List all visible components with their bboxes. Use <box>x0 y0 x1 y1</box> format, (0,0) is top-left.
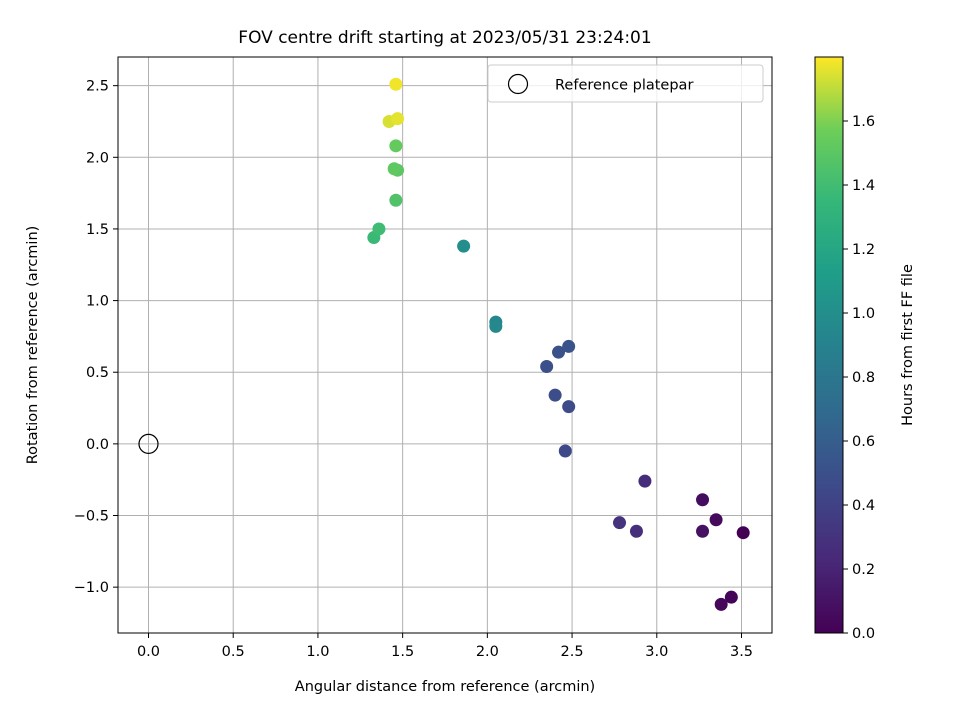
x-tick-label: 1.5 <box>391 644 414 660</box>
reference-marker <box>138 433 159 454</box>
x-tick-label: 0.5 <box>222 644 245 660</box>
colorbar-label: Hours from first FF file <box>900 264 916 426</box>
data-point <box>696 524 710 538</box>
colorbar-tick-label: 1.4 <box>852 178 875 194</box>
colorbar-gradient <box>814 56 844 634</box>
y-tick-label: −1.0 <box>74 580 109 596</box>
data-point <box>389 77 403 91</box>
y-tick-label: 0.5 <box>86 365 109 381</box>
data-point <box>389 193 403 207</box>
colorbar-ticks: 0.0 0.2 0.4 0.6 0.8 1.0 1.2 1.4 1.6 <box>843 114 875 642</box>
legend-label: Reference platepar <box>555 78 693 94</box>
x-tick-label: 2.0 <box>476 644 499 660</box>
data-point <box>562 400 576 414</box>
data-point <box>389 139 403 153</box>
data-points <box>367 77 750 611</box>
x-axis-label: Angular distance from reference (arcmin) <box>295 679 595 695</box>
grid-lines <box>118 57 772 633</box>
x-axis-ticks: 0.0 0.5 1.0 1.5 2.0 2.5 3.0 3.5 <box>137 633 753 660</box>
y-axis-label: Rotation from reference (arcmin) <box>25 226 41 465</box>
data-point <box>714 597 728 611</box>
data-point <box>696 493 710 507</box>
data-point <box>736 526 750 540</box>
chart-title: FOV centre drift starting at 2023/05/31 … <box>238 28 651 48</box>
x-tick-label: 2.5 <box>561 644 584 660</box>
data-point <box>372 222 386 236</box>
data-point <box>629 524 643 538</box>
plot-area <box>117 56 773 634</box>
x-tick-label: 3.5 <box>730 644 753 660</box>
data-point <box>391 112 405 126</box>
data-point <box>489 319 503 333</box>
colorbar-tick-label: 0.8 <box>852 370 875 386</box>
y-tick-label: 2.0 <box>86 150 109 166</box>
colorbar-tick-label: 1.6 <box>852 114 875 130</box>
colorbar-tick-label: 0.0 <box>852 626 875 642</box>
data-point <box>457 239 471 253</box>
data-point <box>548 388 562 402</box>
legend-open-circle-icon <box>507 73 529 95</box>
x-tick-label: 3.0 <box>645 644 668 660</box>
x-tick-label: 1.0 <box>306 644 329 660</box>
colorbar-tick-label: 1.0 <box>852 306 875 322</box>
y-tick-label: 0.0 <box>86 437 109 453</box>
data-point <box>558 444 572 458</box>
y-tick-label: −0.5 <box>74 509 109 525</box>
colorbar-tick-label: 0.2 <box>852 562 875 578</box>
data-point <box>552 345 566 359</box>
y-tick-label: 1.0 <box>86 294 109 310</box>
y-tick-label: 1.5 <box>86 222 109 238</box>
data-point <box>724 590 738 604</box>
data-point <box>540 359 554 373</box>
data-point <box>709 513 723 527</box>
colorbar: 0.0 0.2 0.4 0.6 0.8 1.0 1.2 1.4 1.6 Hours from f… <box>814 56 916 642</box>
data-point <box>638 474 652 488</box>
legend: Reference platepar <box>487 64 764 103</box>
data-point <box>562 339 576 353</box>
legend-box <box>487 64 764 103</box>
colorbar-tick-label: 1.2 <box>852 242 875 258</box>
y-tick-label: 2.5 <box>86 79 109 95</box>
data-point <box>387 162 401 176</box>
x-tick-label: 0.0 <box>137 644 160 660</box>
data-point <box>613 516 627 530</box>
colorbar-tick-label: 0.4 <box>852 498 875 514</box>
reference-point <box>138 433 159 454</box>
colorbar-tick-label: 0.6 <box>852 434 875 450</box>
y-axis-ticks: −1.0 −0.5 0.0 0.5 1.0 1.5 2.0 2.5 <box>74 79 118 596</box>
